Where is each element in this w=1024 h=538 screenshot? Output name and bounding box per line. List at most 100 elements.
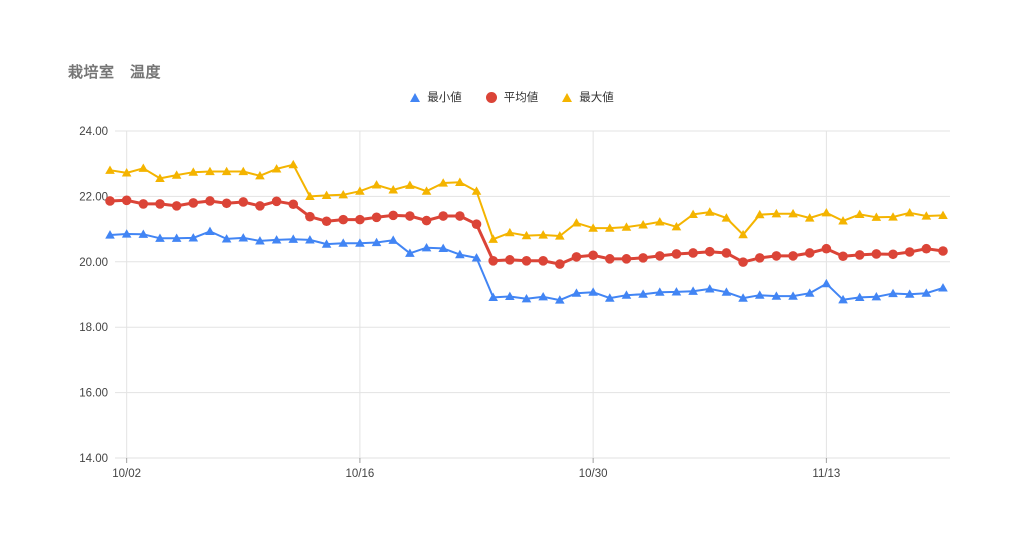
data-point-最小値[interactable] (121, 229, 132, 238)
data-point-最小値[interactable] (471, 253, 482, 262)
data-point-最小値[interactable] (455, 249, 465, 259)
data-point-最大値[interactable] (605, 223, 615, 232)
data-point-最小値[interactable] (704, 284, 715, 293)
data-point-平均値[interactable] (804, 248, 815, 258)
data-point-最大値[interactable] (371, 180, 382, 189)
data-point-最小値[interactable] (671, 287, 682, 296)
data-point-最小値[interactable] (538, 291, 548, 301)
data-point-最小値[interactable] (588, 287, 598, 296)
data-point-平均値[interactable] (621, 254, 632, 264)
data-point-最大値[interactable] (588, 223, 598, 232)
data-point-最小値[interactable] (654, 287, 665, 296)
data-point-最小値[interactable] (938, 283, 948, 292)
data-point-最小値[interactable] (871, 291, 882, 301)
data-point-平均値[interactable] (771, 251, 782, 261)
data-point-平均値[interactable] (888, 249, 898, 260)
data-point-最小値[interactable] (888, 288, 898, 298)
data-point-最大値[interactable] (138, 163, 149, 172)
data-point-平均値[interactable] (754, 253, 765, 263)
data-point-最大値[interactable] (654, 217, 665, 226)
data-point-平均値[interactable] (405, 211, 415, 221)
data-point-最大値[interactable] (788, 208, 798, 218)
data-point-最大値[interactable] (105, 165, 115, 174)
data-point-平均値[interactable] (238, 197, 249, 207)
data-point-最小値[interactable] (355, 238, 365, 247)
data-point-平均値[interactable] (505, 255, 515, 265)
data-point-最大値[interactable] (155, 173, 165, 183)
data-point-最大値[interactable] (271, 164, 282, 173)
data-point-平均値[interactable] (138, 199, 149, 209)
data-point-最大値[interactable] (938, 210, 948, 219)
data-point-最大値[interactable] (904, 207, 915, 217)
data-point-最大値[interactable] (704, 207, 715, 216)
data-point-最大値[interactable] (255, 170, 265, 180)
data-point-最大値[interactable] (621, 222, 632, 231)
data-point-最大値[interactable] (821, 207, 832, 217)
data-point-平均値[interactable] (288, 199, 299, 210)
data-point-平均値[interactable] (321, 216, 332, 227)
data-point-最大値[interactable] (288, 159, 299, 169)
data-point-最大値[interactable] (405, 180, 415, 189)
data-point-最小値[interactable] (771, 291, 782, 300)
data-point-最大値[interactable] (455, 177, 465, 186)
data-point-平均値[interactable] (221, 198, 232, 209)
data-point-最大値[interactable] (921, 211, 932, 220)
data-point-最小値[interactable] (488, 292, 498, 302)
data-point-平均値[interactable] (488, 256, 498, 266)
data-point-最大値[interactable] (671, 222, 682, 231)
data-point-平均値[interactable] (921, 243, 932, 254)
data-point-平均値[interactable] (371, 212, 382, 223)
data-point-平均値[interactable] (421, 215, 432, 226)
data-point-最大値[interactable] (754, 209, 765, 219)
data-point-最小値[interactable] (788, 291, 798, 300)
data-point-最小値[interactable] (638, 289, 648, 298)
data-point-平均値[interactable] (688, 248, 698, 258)
data-point-最小値[interactable] (388, 235, 399, 244)
data-point-最大値[interactable] (488, 234, 498, 243)
data-point-平均値[interactable] (555, 259, 565, 269)
data-point-最大値[interactable] (121, 168, 132, 177)
data-point-平均値[interactable] (188, 198, 199, 208)
data-point-平均値[interactable] (538, 256, 548, 266)
data-point-最大値[interactable] (871, 212, 882, 221)
data-point-最大値[interactable] (471, 186, 482, 195)
data-point-最小値[interactable] (288, 234, 299, 243)
data-point-平均値[interactable] (788, 251, 798, 261)
data-point-平均値[interactable] (455, 211, 465, 221)
data-point-最小値[interactable] (221, 234, 232, 243)
data-point-平均値[interactable] (871, 249, 882, 259)
data-point-最大値[interactable] (171, 170, 182, 179)
data-point-平均値[interactable] (171, 201, 182, 211)
data-point-平均値[interactable] (904, 247, 915, 257)
data-point-最小値[interactable] (188, 233, 199, 242)
data-point-最大値[interactable] (238, 166, 249, 176)
data-point-最小値[interactable] (854, 292, 865, 302)
data-point-平均値[interactable] (704, 246, 715, 257)
data-point-最小値[interactable] (371, 237, 382, 247)
data-point-最大値[interactable] (804, 213, 815, 222)
data-point-最小値[interactable] (255, 236, 265, 245)
data-point-最小値[interactable] (804, 288, 815, 297)
data-point-最小値[interactable] (838, 294, 848, 304)
data-point-最小値[interactable] (505, 291, 515, 301)
data-point-最大値[interactable] (221, 166, 232, 176)
data-point-平均値[interactable] (638, 253, 648, 263)
data-point-最大値[interactable] (721, 213, 732, 222)
data-point-最小値[interactable] (155, 233, 165, 242)
data-point-平均値[interactable] (338, 214, 349, 225)
data-point-平均値[interactable] (155, 199, 165, 209)
data-point-平均値[interactable] (521, 256, 532, 266)
data-point-最小値[interactable] (405, 248, 415, 257)
data-point-最大値[interactable] (421, 186, 432, 195)
data-point-最大値[interactable] (854, 209, 865, 218)
data-point-最大値[interactable] (571, 218, 582, 227)
data-point-最小値[interactable] (321, 239, 332, 248)
data-point-平均値[interactable] (671, 249, 682, 259)
data-point-最大値[interactable] (888, 212, 898, 221)
data-point-平均値[interactable] (854, 250, 865, 260)
data-point-平均値[interactable] (388, 210, 399, 221)
data-point-最大値[interactable] (355, 186, 365, 195)
data-point-平均値[interactable] (721, 248, 732, 258)
data-point-平均値[interactable] (821, 243, 832, 254)
data-point-最大値[interactable] (771, 208, 782, 218)
